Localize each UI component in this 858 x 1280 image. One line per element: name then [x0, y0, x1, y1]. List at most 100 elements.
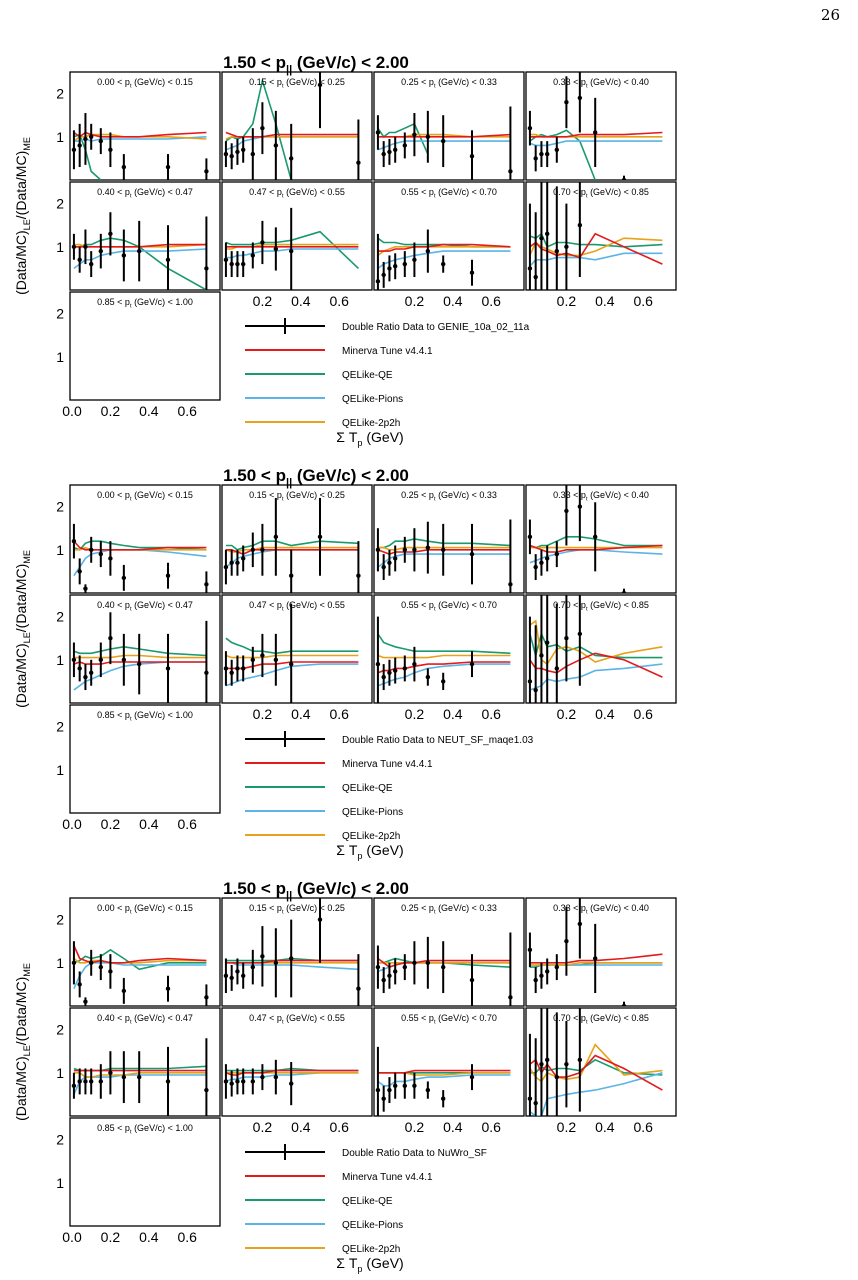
data-point — [250, 253, 255, 258]
data-point — [387, 670, 392, 675]
panel-label: 0.47 < pt (GeV/c) < 0.55 — [249, 600, 345, 613]
panel: 0.70 < pt (GeV/c) < 0.85 — [525, 594, 677, 704]
data-point — [83, 586, 88, 591]
series-line-pions — [377, 250, 511, 270]
series-line-twop2h — [529, 619, 663, 666]
x-tick-label: 0.4 — [291, 706, 311, 722]
panel: 0.85 < pt (GeV/c) < 1.00 1 2 — [56, 1117, 221, 1227]
series-line-minerva — [225, 549, 359, 555]
panel-label: 0.25 < pt (GeV/c) < 0.33 — [401, 77, 497, 90]
series-line-pions — [529, 252, 663, 267]
x-tick-label: 0.4 — [291, 1119, 311, 1135]
data-point — [83, 244, 88, 249]
data-point — [83, 1079, 88, 1084]
x-tick-label: 0.4 — [291, 293, 311, 309]
series-line-twop2h — [529, 1043, 663, 1083]
data-point — [77, 257, 82, 262]
data-point — [165, 573, 171, 578]
panel-plot-area — [223, 603, 359, 703]
panel-label: 0.33 < pt (GeV/c) < 0.40 — [553, 77, 649, 90]
x-tick-label: 0.4 — [139, 816, 159, 832]
series-line-qe — [377, 538, 511, 549]
data-point — [241, 261, 246, 267]
data-point — [235, 666, 240, 671]
y-axis-label: (Data/MC)LE/(Data/MC)ME — [13, 963, 32, 1121]
panel-plot-area — [527, 595, 663, 703]
data-point — [250, 964, 255, 970]
data-point — [441, 547, 446, 552]
data-point — [554, 551, 559, 557]
series-line-qe — [73, 540, 207, 551]
panel-frame — [221, 181, 373, 291]
data-point — [441, 679, 446, 684]
series-line-pions — [529, 1072, 663, 1116]
panel-plot-area — [71, 113, 209, 180]
panel: 0.40 < pt (GeV/c) < 0.47 1 2 — [56, 594, 221, 704]
series-line-qe — [529, 232, 663, 248]
y-tick-label: 1 — [56, 762, 64, 778]
panel-label: 0.47 < pt (GeV/c) < 0.55 — [249, 1013, 345, 1026]
panel-frame — [373, 594, 525, 704]
panel: 0.15 < pt (GeV/c) < 0.25 — [221, 71, 373, 181]
panel-frame — [221, 897, 373, 1007]
data-point — [533, 564, 538, 570]
data-point — [273, 246, 279, 252]
data-point — [241, 1079, 246, 1084]
data-point — [204, 266, 209, 271]
x-tick-label: 0.6 — [177, 403, 197, 419]
chart-title: 1.50 < p|| (GeV/c) < 2.00 — [223, 53, 409, 76]
data-point — [260, 653, 265, 658]
panel-plot-area — [223, 72, 361, 180]
data-point — [508, 582, 513, 587]
series-line-qe — [73, 645, 207, 657]
data-point — [260, 1074, 265, 1080]
panel-label: 0.85 < pt (GeV/c) < 1.00 — [97, 1123, 193, 1136]
data-point — [273, 143, 279, 148]
panel: 0.70 < pt (GeV/c) < 0.85 — [525, 181, 677, 291]
panel-label: 0.85 < pt (GeV/c) < 1.00 — [97, 710, 193, 723]
data-point — [387, 1087, 392, 1093]
series-line-minerva — [377, 1069, 511, 1074]
data-point — [165, 164, 171, 170]
y-tick-label: 1 — [56, 129, 64, 145]
x-tick-label: 0.2 — [101, 1229, 121, 1245]
series-line-qe — [377, 633, 511, 655]
data-point — [533, 274, 538, 280]
legend-entry: QELike-Pions — [342, 1220, 403, 1231]
data-point — [577, 631, 583, 637]
data-point — [289, 661, 294, 667]
data-point — [533, 687, 538, 693]
legend-entry: QELike-Pions — [342, 394, 403, 405]
y-tick-label: 1 — [56, 239, 64, 255]
panel-label: 0.55 < pt (GeV/c) < 0.70 — [401, 187, 497, 200]
data-point — [564, 244, 569, 249]
panel-plot-area — [375, 106, 513, 180]
panel-label: 0.25 < pt (GeV/c) < 0.33 — [401, 903, 497, 916]
series-line-pions — [225, 248, 359, 259]
data-point — [577, 1057, 583, 1063]
data-point — [89, 670, 94, 675]
data-point — [89, 547, 94, 552]
panel-label: 0.15 < pt (GeV/c) < 0.25 — [249, 77, 345, 90]
data-point — [289, 248, 294, 254]
series-line-twop2h — [225, 654, 359, 659]
data-point — [425, 545, 431, 550]
panel-plot-area — [527, 898, 663, 1006]
data-point — [121, 164, 127, 170]
legend-entry: Minerva Tune v4.4.1 — [342, 1172, 433, 1183]
x-tick-label: 0.6 — [481, 1119, 501, 1135]
data-point — [527, 1096, 533, 1101]
series-line-qe — [225, 230, 359, 269]
data-point — [98, 248, 103, 254]
data-point — [381, 564, 386, 570]
panel-label: 0.00 < pt (GeV/c) < 0.15 — [97, 903, 193, 916]
panel-frame — [69, 594, 221, 704]
data-point — [289, 1081, 294, 1086]
data-point — [289, 573, 294, 578]
data-point — [533, 977, 538, 983]
panel-frame — [221, 484, 373, 594]
series-line-minerva — [529, 652, 663, 678]
data-point — [289, 156, 294, 161]
data-point — [469, 1074, 475, 1080]
